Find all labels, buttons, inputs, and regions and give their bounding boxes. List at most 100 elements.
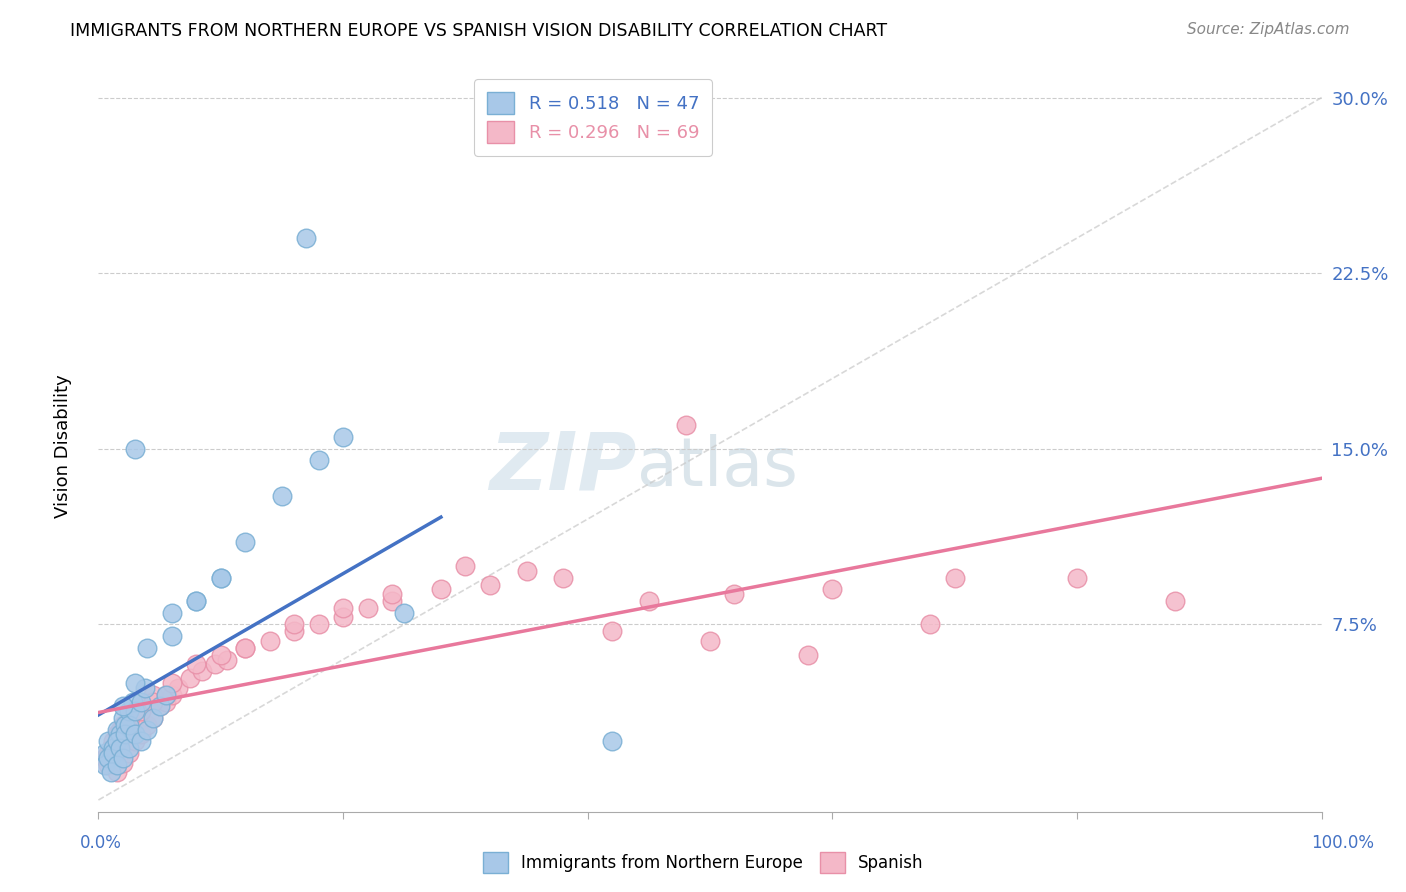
Point [1164, 594, 1187, 608]
Point [167, 681, 190, 695]
Point [105, 723, 128, 737]
Point [110, 727, 132, 741]
Point [101, 741, 124, 756]
Point [129, 699, 152, 714]
Point [332, 430, 354, 444]
Point [105, 734, 128, 748]
Point [283, 617, 305, 632]
Point [124, 711, 146, 725]
Point [160, 629, 183, 643]
Point [129, 704, 152, 718]
Point [553, 571, 575, 585]
Point [124, 704, 146, 718]
Point [142, 711, 165, 725]
Point [97, 758, 120, 772]
Point [332, 601, 354, 615]
Point [259, 633, 281, 648]
Point [100, 741, 122, 756]
Point [101, 734, 124, 748]
Point [155, 688, 177, 702]
Point [209, 571, 232, 585]
Point [114, 718, 136, 732]
Point [111, 751, 134, 765]
Point [191, 664, 214, 679]
Point [110, 723, 132, 737]
Point [233, 640, 256, 655]
Point [111, 756, 134, 770]
Point [93, 751, 115, 765]
Point [356, 601, 378, 615]
Point [105, 727, 128, 741]
Point [204, 657, 226, 672]
Point [381, 594, 404, 608]
Point [118, 711, 141, 725]
Point [430, 582, 453, 597]
Point [129, 704, 152, 718]
Point [233, 640, 256, 655]
Point [920, 617, 942, 632]
Point [160, 606, 183, 620]
Point [101, 746, 124, 760]
Point [515, 564, 537, 578]
Point [155, 688, 177, 702]
Point [114, 727, 136, 741]
Point [295, 231, 318, 245]
Point [308, 453, 330, 467]
Point [101, 751, 124, 765]
Point [233, 535, 256, 549]
Text: ZIP: ZIP [489, 428, 637, 506]
Point [209, 571, 232, 585]
Point [381, 587, 404, 601]
Point [160, 688, 183, 702]
Point [797, 648, 820, 662]
Point [93, 758, 115, 772]
Point [124, 734, 146, 748]
Point [129, 695, 152, 709]
Point [149, 699, 172, 714]
Point [142, 711, 165, 725]
Point [454, 558, 477, 573]
Point [270, 489, 294, 503]
Text: Source: ZipAtlas.com: Source: ZipAtlas.com [1187, 22, 1350, 37]
Point [100, 751, 122, 765]
Point [723, 587, 745, 601]
Point [637, 594, 661, 608]
Point [821, 582, 844, 597]
Point [283, 624, 305, 639]
Point [97, 746, 120, 760]
Point [97, 751, 120, 765]
Point [134, 681, 156, 695]
Point [332, 610, 354, 624]
Point [699, 633, 721, 648]
Point [600, 734, 623, 748]
Point [149, 699, 172, 714]
Point [675, 418, 697, 433]
Point [943, 571, 966, 585]
Point [600, 624, 623, 639]
Point [124, 704, 146, 718]
Point [111, 711, 134, 725]
Point [110, 741, 132, 756]
Point [118, 746, 141, 760]
Point [209, 648, 232, 662]
Point [155, 695, 177, 709]
Point [114, 727, 136, 741]
Point [136, 640, 159, 655]
Point [308, 617, 330, 632]
Text: IMMIGRANTS FROM NORTHERN EUROPE VS SPANISH VISION DISABILITY CORRELATION CHART: IMMIGRANTS FROM NORTHERN EUROPE VS SPANI… [70, 22, 887, 40]
Point [186, 657, 208, 672]
Point [179, 671, 201, 685]
Point [105, 741, 128, 756]
Point [136, 723, 159, 737]
Point [124, 727, 146, 741]
Point [111, 718, 134, 732]
Point [160, 676, 183, 690]
Point [124, 676, 146, 690]
Point [118, 741, 141, 756]
Point [118, 723, 141, 737]
Point [129, 734, 152, 748]
Point [186, 594, 208, 608]
Point [478, 577, 501, 591]
Point [93, 746, 115, 760]
Text: Vision Disability: Vision Disability [55, 374, 72, 518]
